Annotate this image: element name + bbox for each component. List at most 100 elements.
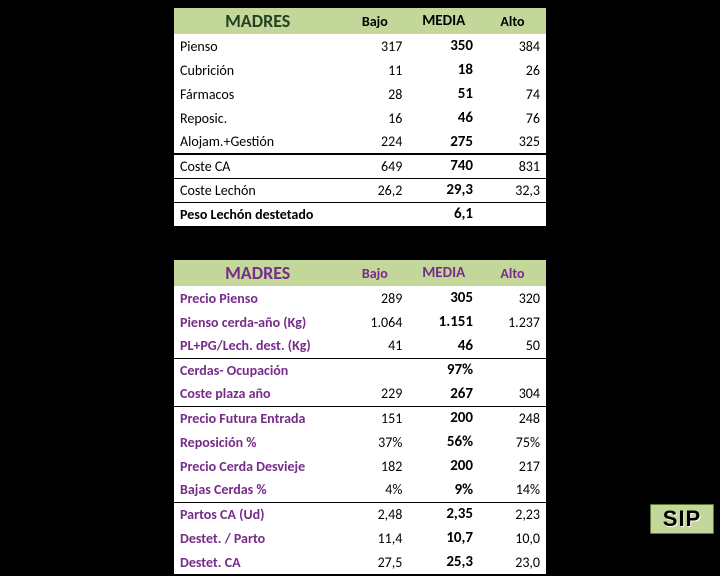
cell-media: 2,35 [408, 502, 479, 526]
cell-media: 6,1 [408, 202, 479, 226]
table-madres-2: MADRES Bajo MEDIA Alto Precio Pienso2893… [172, 260, 548, 576]
cell-alto: 26 [479, 58, 546, 82]
cell-bajo: 289 [341, 286, 408, 310]
table-row: Partos CA (Ud)2,482,352,23 [174, 502, 546, 526]
cell-alto: 23,0 [479, 550, 546, 574]
logo-text: SIP [663, 506, 701, 532]
cell-alto: 76 [479, 106, 546, 130]
cell-label: Bajas Cerdas % [174, 478, 341, 502]
cell-alto: 304 [479, 382, 546, 406]
table-1: MADRES Bajo MEDIA Alto Pienso317350384Cu… [174, 8, 546, 226]
cell-label: Destet. CA [174, 550, 341, 574]
cell-bajo: 229 [341, 382, 408, 406]
cell-alto: 10,0 [479, 526, 546, 550]
cell-media: 1.151 [408, 310, 479, 334]
table-row: Coste plaza año229267304 [174, 382, 546, 406]
cell-label: Coste plaza año [174, 382, 341, 406]
cell-bajo: 151 [341, 406, 408, 430]
cell-media: 305 [408, 286, 479, 310]
cell-alto: 50 [479, 334, 546, 358]
cell-alto: 384 [479, 34, 546, 58]
cell-bajo: 37% [341, 430, 408, 454]
cell-bajo: 11 [341, 58, 408, 82]
cell-bajo: 2,48 [341, 502, 408, 526]
cell-label: Partos CA (Ud) [174, 502, 341, 526]
cell-label: Cerdas- Ocupación [174, 358, 341, 382]
cell-media: 350 [408, 34, 479, 58]
cell-media: 29,3 [408, 178, 479, 202]
table-row: Precio Futura Entrada151200248 [174, 406, 546, 430]
cell-label: Alojam.+Gestión [174, 130, 341, 154]
cell-alto: 1.237 [479, 310, 546, 334]
cell-label: Coste Lechón [174, 178, 341, 202]
cell-label: Precio Cerda Desvieje [174, 454, 341, 478]
cell-media: 267 [408, 382, 479, 406]
cell-alto: 831 [479, 154, 546, 178]
col-media: MEDIA [408, 260, 479, 286]
col-media: MEDIA [408, 8, 479, 34]
table-row: Pienso317350384 [174, 34, 546, 58]
table-row: Precio Pienso289305320 [174, 286, 546, 310]
cell-bajo: 16 [341, 106, 408, 130]
cell-media: 97% [408, 358, 479, 382]
table-row: Bajas Cerdas %4%9%14% [174, 478, 546, 502]
table-2-title: MADRES [174, 260, 341, 286]
table-row: Destet. / Parto11,410,710,0 [174, 526, 546, 550]
cell-alto: 248 [479, 406, 546, 430]
cell-alto [479, 202, 546, 226]
cell-label: Reposic. [174, 106, 341, 130]
cell-media: 740 [408, 154, 479, 178]
table-row: Cubrición111826 [174, 58, 546, 82]
sip-logo: SIP [650, 504, 714, 534]
cell-alto: 14% [479, 478, 546, 502]
cell-bajo: 4% [341, 478, 408, 502]
cell-media: 200 [408, 406, 479, 430]
cell-alto: 2,23 [479, 502, 546, 526]
cell-bajo: 27,5 [341, 550, 408, 574]
table-1-title: MADRES [174, 8, 341, 34]
cell-media: 10,7 [408, 526, 479, 550]
cell-bajo: 224 [341, 130, 408, 154]
cell-bajo: 11,4 [341, 526, 408, 550]
table-madres-1: MADRES Bajo MEDIA Alto Pienso317350384Cu… [172, 8, 548, 228]
cell-label: Cubrición [174, 58, 341, 82]
cell-bajo: 41 [341, 334, 408, 358]
table-row: Reposic.164676 [174, 106, 546, 130]
table-row: Alojam.+Gestión224275325 [174, 130, 546, 154]
cell-alto: 32,3 [479, 178, 546, 202]
table-1-lechon: Coste Lechón 26,2 29,3 32,3 [174, 178, 546, 202]
cell-label: Precio Futura Entrada [174, 406, 341, 430]
table-1-subtotal: Coste CA 649 740 831 [174, 154, 546, 178]
cell-label: PL+PG/Lech. dest. (Kg) [174, 334, 341, 358]
table-row: Precio Cerda Desvieje182200217 [174, 454, 546, 478]
cell-bajo: 317 [341, 34, 408, 58]
cell-bajo: 26,2 [341, 178, 408, 202]
cell-bajo [341, 202, 408, 226]
cell-bajo: 182 [341, 454, 408, 478]
cell-label: Destet. / Parto [174, 526, 341, 550]
cell-bajo: 28 [341, 82, 408, 106]
cell-media: 46 [408, 106, 479, 130]
col-alto: Alto [479, 260, 546, 286]
table-1-header-row: MADRES Bajo MEDIA Alto [174, 8, 546, 34]
table-row: Pienso cerda-año (Kg)1.0641.1511.237 [174, 310, 546, 334]
table-2-header-row: MADRES Bajo MEDIA Alto [174, 260, 546, 286]
table-row: Cerdas- Ocupación 97% [174, 358, 546, 382]
cell-alto: 325 [479, 130, 546, 154]
table-1-peso: Peso Lechón destetado 6,1 [174, 202, 546, 226]
cell-label: Pienso cerda-año (Kg) [174, 310, 341, 334]
cell-alto: 75% [479, 430, 546, 454]
table-row: Fármacos285174 [174, 82, 546, 106]
table-row: Reposición %37%56%75% [174, 430, 546, 454]
cell-media: 200 [408, 454, 479, 478]
col-bajo: Bajo [341, 8, 408, 34]
col-bajo: Bajo [341, 260, 408, 286]
cell-media: 51 [408, 82, 479, 106]
cell-bajo [341, 358, 408, 382]
cell-media: 56% [408, 430, 479, 454]
cell-alto [479, 358, 546, 382]
cell-label: Fármacos [174, 82, 341, 106]
cell-label: Reposición % [174, 430, 341, 454]
cell-bajo: 1.064 [341, 310, 408, 334]
table-2: MADRES Bajo MEDIA Alto Precio Pienso2893… [174, 260, 546, 574]
